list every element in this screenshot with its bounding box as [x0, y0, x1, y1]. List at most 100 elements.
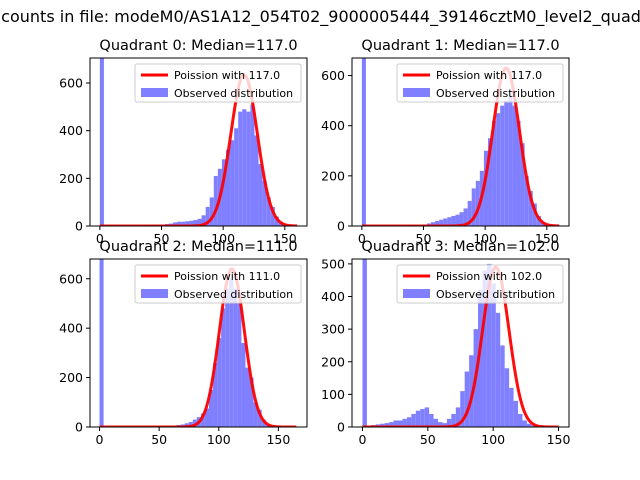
y-tick-label: 300 [321, 322, 345, 337]
histogram-bar [237, 303, 242, 427]
histogram-bar [447, 217, 452, 226]
histogram-bar [500, 345, 505, 427]
y-tick-label: 100 [321, 387, 345, 402]
x-tick-label: 50 [151, 432, 167, 447]
histogram-bar [193, 220, 198, 226]
histogram-bar [532, 203, 537, 226]
histogram-bar [469, 355, 474, 427]
legend-label-observed: Observed distribution [174, 87, 293, 100]
legend-bar-swatch [141, 289, 168, 298]
histogram-bar [464, 371, 470, 427]
panel-0: Quadrant 0: Median=117.0 0 50 100 150 0 200 400… [59, 38, 308, 246]
histogram-bar [431, 222, 436, 226]
histogram-bar [420, 409, 425, 427]
panel-title: Quadrant 3: Median=102.0 [361, 239, 559, 255]
legend: Poission with 111.0 Observed distribution [134, 264, 302, 304]
x-tick-label: 50 [420, 432, 436, 447]
x-tick-label: 0 [96, 432, 104, 447]
x-tick-label: 100 [481, 432, 505, 447]
legend-bar-swatch [403, 88, 430, 97]
legend-label-observed: Observed distribution [436, 288, 555, 301]
histogram-bar [438, 422, 443, 427]
histogram-bar [177, 221, 182, 226]
histogram-bar [181, 221, 186, 226]
histogram-bar [531, 425, 536, 427]
histogram-bar [362, 259, 367, 427]
histogram-bar [478, 289, 483, 427]
histogram-bar [389, 422, 394, 427]
histogram-bar [221, 159, 226, 226]
panel-title: Quadrant 0: Median=117.0 [99, 38, 297, 54]
y-tick-label: 600 [59, 271, 83, 286]
poisson-curve [99, 267, 297, 427]
histogram-bar [184, 423, 189, 427]
y-tick-label: 400 [321, 289, 345, 304]
figure-suptitle: Median of counts in file: modeM0/AS1A12_… [0, 7, 640, 27]
x-tick-label: 50 [154, 231, 170, 246]
histogram-bar [496, 113, 501, 226]
panel-title: Quadrant 1: Median=117.0 [361, 38, 559, 54]
histogram-bar [429, 413, 434, 427]
axes-frame [351, 57, 570, 227]
histogram-bar [189, 220, 194, 226]
poisson-curve [362, 265, 559, 427]
histogram-bar [266, 197, 271, 226]
histogram-bar [528, 190, 533, 226]
histogram-bar [246, 111, 251, 226]
y-tick-label: 200 [59, 171, 83, 186]
histogram-bar [522, 420, 527, 427]
axes-frame [89, 258, 308, 428]
legend-label-poisson: Poission with 117.0 [174, 69, 280, 82]
axes-frame [89, 57, 308, 227]
panel-title: Quadrant 2: Median=111.0 [99, 239, 297, 255]
histogram-bar [446, 418, 452, 427]
histogram-bar [217, 338, 222, 427]
legend-label-poisson: Poission with 117.0 [436, 69, 542, 82]
histogram-bar [209, 197, 214, 226]
histogram-bar [233, 288, 238, 427]
histogram-bar [402, 418, 407, 427]
histogram-bar [406, 417, 412, 427]
histogram-bar [509, 387, 514, 427]
axes-frame [351, 258, 570, 428]
histogram-bar [475, 180, 480, 226]
x-tick-label: 150 [273, 231, 297, 246]
histogram-bar [536, 215, 541, 226]
histogram-bar [229, 278, 234, 427]
histogram-bar [433, 418, 439, 427]
legend-label-poisson: Poission with 102.0 [436, 270, 542, 283]
x-tick-label: 0 [358, 432, 366, 447]
legend-box [396, 63, 564, 103]
histogram-bar [261, 419, 266, 427]
histogram-bar [483, 150, 488, 226]
y-tick-label: 600 [59, 76, 83, 91]
histogram-bar [253, 402, 258, 427]
histogram-bar [518, 413, 523, 427]
histogram-bar [504, 100, 509, 226]
x-tick-label: 0 [358, 231, 366, 246]
histogram-bar [435, 220, 440, 226]
histogram-bar [192, 419, 197, 427]
histogram-bar [230, 140, 235, 226]
x-tick-label: 100 [211, 231, 235, 246]
y-tick-label: 0 [75, 219, 83, 234]
histogram-bar [249, 377, 254, 427]
histogram-bar [274, 216, 279, 226]
panel-1: Quadrant 1: Median=117.0 0 50 100 150 0 200 400… [321, 38, 570, 246]
y-tick-label: 200 [321, 168, 345, 183]
histogram-bar [213, 175, 218, 226]
histogram-bar [250, 104, 255, 226]
y-tick-label: 500 [321, 256, 345, 271]
histogram-bar [471, 188, 476, 226]
histogram-bar [512, 105, 517, 226]
x-tick-label: 0 [96, 231, 104, 246]
legend-box [134, 264, 302, 304]
histogram-bar [99, 58, 104, 226]
histogram-bar [99, 259, 104, 427]
histogram-bar [393, 420, 399, 427]
histogram-bar [443, 218, 448, 226]
histogram-bar [415, 410, 421, 427]
histogram-bar [486, 263, 492, 427]
histogram-bar [398, 420, 403, 427]
